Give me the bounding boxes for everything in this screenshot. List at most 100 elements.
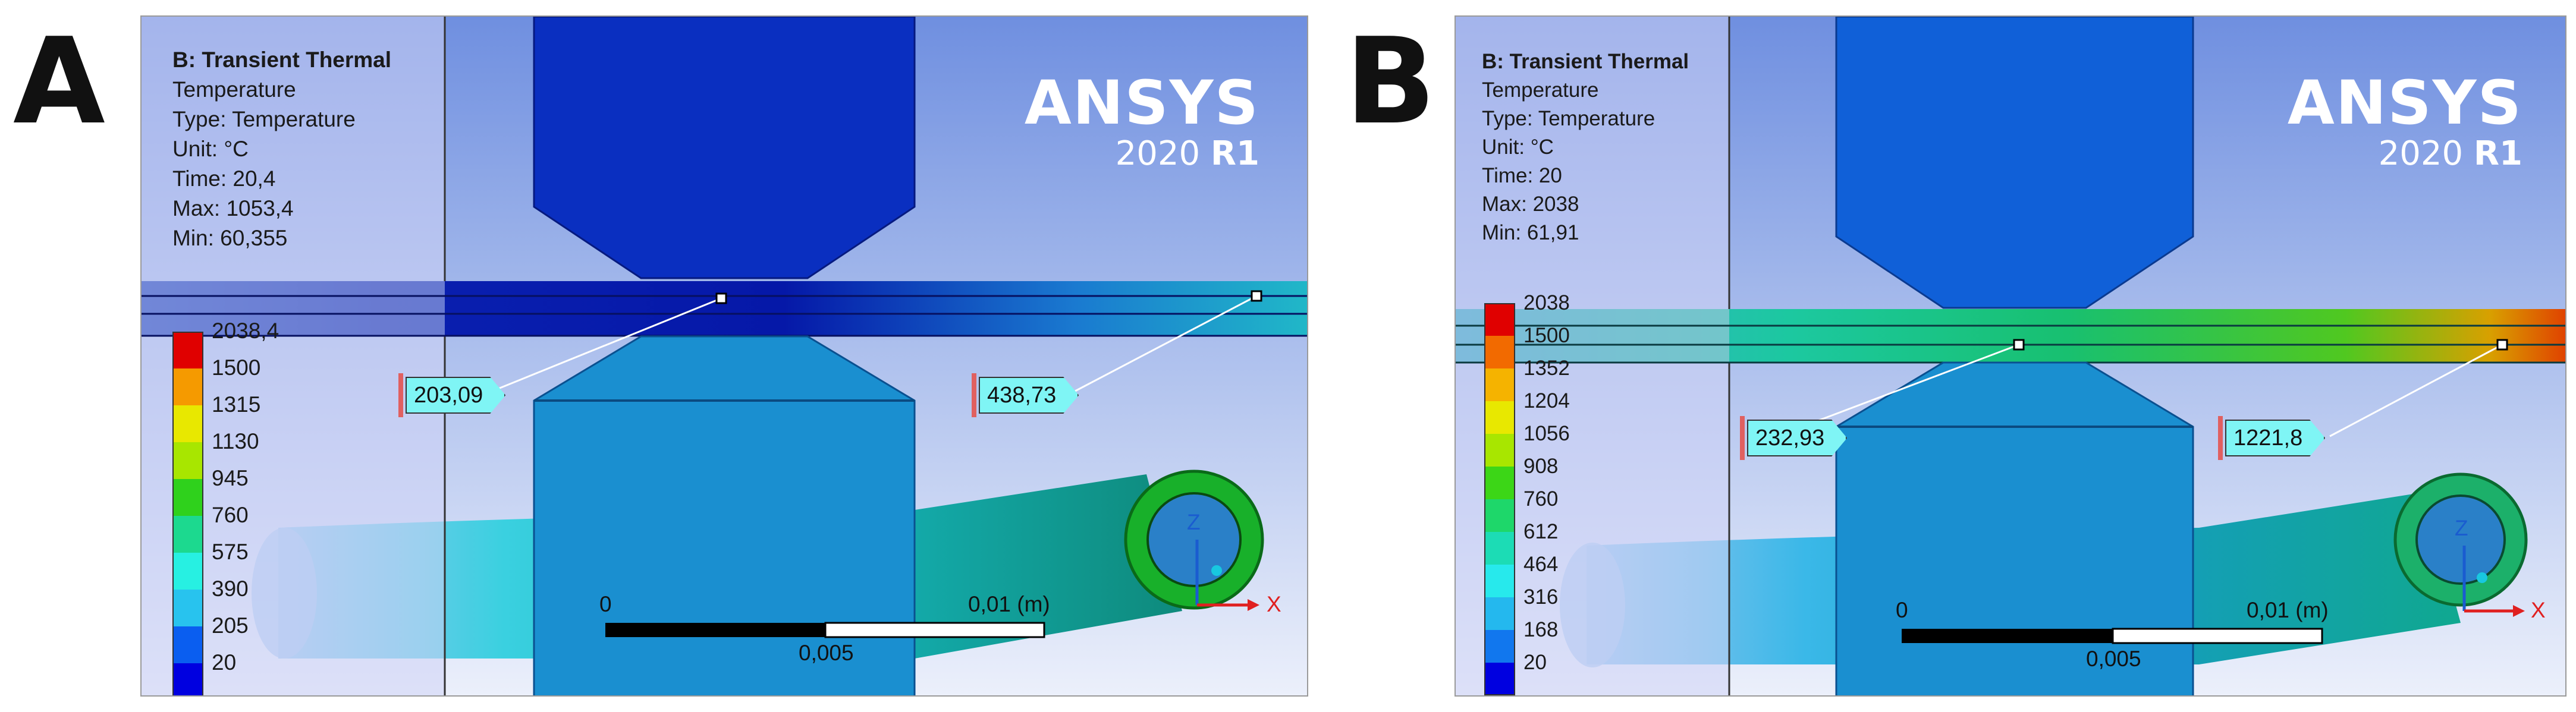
result-type: Type: Temperature: [1482, 107, 1655, 130]
lower-electrode-a: [533, 335, 916, 695]
upper-electrode-b: [1835, 17, 2194, 309]
legend-swatch: [1484, 499, 1515, 532]
legend-label: 760: [1523, 487, 1559, 511]
probe-label-b2[interactable]: 1221,8: [2225, 420, 2325, 456]
scale-bar-b: [1902, 628, 2323, 644]
result-type: Type: Temperature: [172, 107, 356, 131]
scale-mid: 0,005: [2086, 647, 2141, 671]
axis-triad-b[interactable]: [2462, 546, 2525, 617]
legend-label: 316: [1523, 585, 1559, 609]
legend-label: 1056: [1523, 422, 1570, 445]
tube-section-ring-b: [2393, 472, 2528, 607]
scale-mid: 0,005: [799, 641, 854, 665]
legend-swatch: [172, 516, 203, 553]
scale-start: 0: [599, 592, 612, 616]
legend-label: 908: [1523, 455, 1559, 478]
result-info-b: B: Transient Thermal Temperature Type: T…: [1482, 48, 1689, 247]
probe-label-a2[interactable]: 438,73: [979, 377, 1079, 414]
legend-swatch: [172, 590, 203, 626]
ansys-logo-b: ANSYS 2020 R1: [2288, 73, 2522, 174]
result-max: Max: 2038: [1482, 193, 1579, 216]
brand-name: ANSYS: [2287, 68, 2522, 138]
panel-label-b: B: [1345, 12, 1436, 151]
result-quantity: Temperature: [172, 77, 296, 102]
legend-swatch: [1484, 565, 1515, 597]
brand-version: 2020 R1: [1115, 134, 1259, 173]
brand-name: ANSYS: [1024, 68, 1259, 138]
legend-label: 20: [1523, 651, 1547, 674]
legend-swatch: [1484, 630, 1515, 663]
legend-label: 1500: [212, 355, 261, 380]
result-max: Max: 1053,4: [172, 196, 294, 220]
scale-end: 0,01 (m): [2247, 598, 2329, 622]
legend-label: 2038,4: [212, 319, 279, 343]
probe-marker-icon: [2218, 416, 2223, 460]
axis-triad-a[interactable]: [1195, 540, 1259, 611]
legend-swatch: [172, 332, 203, 368]
axis-z-label: Z: [2455, 516, 2468, 540]
scale-bar-a: [605, 622, 1045, 638]
result-title: B: Transient Thermal: [172, 48, 392, 72]
probe-marker-icon: [398, 373, 403, 417]
result-min: Min: 61,91: [1482, 221, 1579, 244]
legend-label: 2038: [1523, 291, 1570, 314]
tube-section-ring-a: [1124, 470, 1264, 610]
probe-marker-icon: [1740, 416, 1745, 460]
legend-swatch: [1484, 532, 1515, 565]
legend-label: 1500: [1523, 324, 1570, 347]
legend-swatch: [172, 553, 203, 590]
legend-swatch: [1484, 336, 1515, 368]
legend-label: 575: [212, 540, 249, 564]
legend-label: 20: [212, 650, 237, 675]
axis-x-label: X: [2531, 598, 2546, 622]
legend-swatch: [1484, 597, 1515, 630]
legend-label: 612: [1523, 520, 1559, 543]
viewport-b[interactable]: B: Transient Thermal Temperature Type: T…: [1455, 15, 2566, 697]
probe-marker-icon: [972, 373, 976, 417]
probe-label-b1[interactable]: 232,93: [1747, 420, 1847, 456]
viewport-a[interactable]: B: Transient Thermal Temperature Type: T…: [140, 15, 1308, 697]
probe-label-a1[interactable]: 203,09: [406, 377, 505, 414]
legend-label: 760: [212, 503, 249, 527]
legend-swatch: [172, 405, 203, 442]
legend-label: 464: [1523, 553, 1559, 576]
scene-b: [1456, 17, 2565, 695]
legend-swatch: [1484, 401, 1515, 434]
probe-point-a2[interactable]: [1251, 290, 1262, 302]
legend-swatch: [1484, 434, 1515, 467]
legend-label: 1315: [212, 392, 261, 417]
legend-swatch: [172, 663, 203, 695]
scene-a: [142, 17, 1307, 695]
axis-x-label: X: [1267, 592, 1281, 616]
upper-electrode-a: [533, 17, 916, 279]
legend-label: 1352: [1523, 357, 1570, 380]
panel-label-a: A: [13, 12, 105, 151]
legend-swatch: [172, 626, 203, 663]
scale-start: 0: [1896, 598, 1908, 622]
legend-swatch: [1484, 663, 1515, 695]
result-title: B: Transient Thermal: [1482, 50, 1689, 73]
probe-point-a1[interactable]: [715, 292, 727, 304]
legend-label: 1204: [1523, 389, 1570, 412]
legend-swatch: [172, 442, 203, 479]
legend-swatch: [1484, 303, 1515, 336]
legend-swatch: [1484, 368, 1515, 401]
result-unit: Unit: °C: [172, 137, 249, 161]
result-unit: Unit: °C: [1482, 136, 1554, 159]
legend-label: 168: [1523, 618, 1559, 641]
result-info-a: B: Transient Thermal Temperature Type: T…: [172, 45, 391, 253]
legend-swatch: [172, 368, 203, 405]
ansys-logo-a: ANSYS 2020 R1: [1025, 73, 1259, 174]
legend-label: 390: [212, 576, 249, 601]
legend-swatch: [172, 479, 203, 516]
probe-point-b2[interactable]: [2496, 339, 2508, 351]
legend-swatch: [1484, 467, 1515, 499]
legend-label: 1130: [212, 429, 259, 453]
axis-z-label: Z: [1187, 510, 1201, 534]
result-quantity: Temperature: [1482, 78, 1599, 102]
result-min: Min: 60,355: [172, 226, 288, 250]
probe-point-b1[interactable]: [2013, 339, 2025, 351]
result-time: Time: 20: [1482, 164, 1562, 187]
result-time: Time: 20,4: [172, 166, 276, 191]
legend-label: 945: [212, 466, 249, 490]
